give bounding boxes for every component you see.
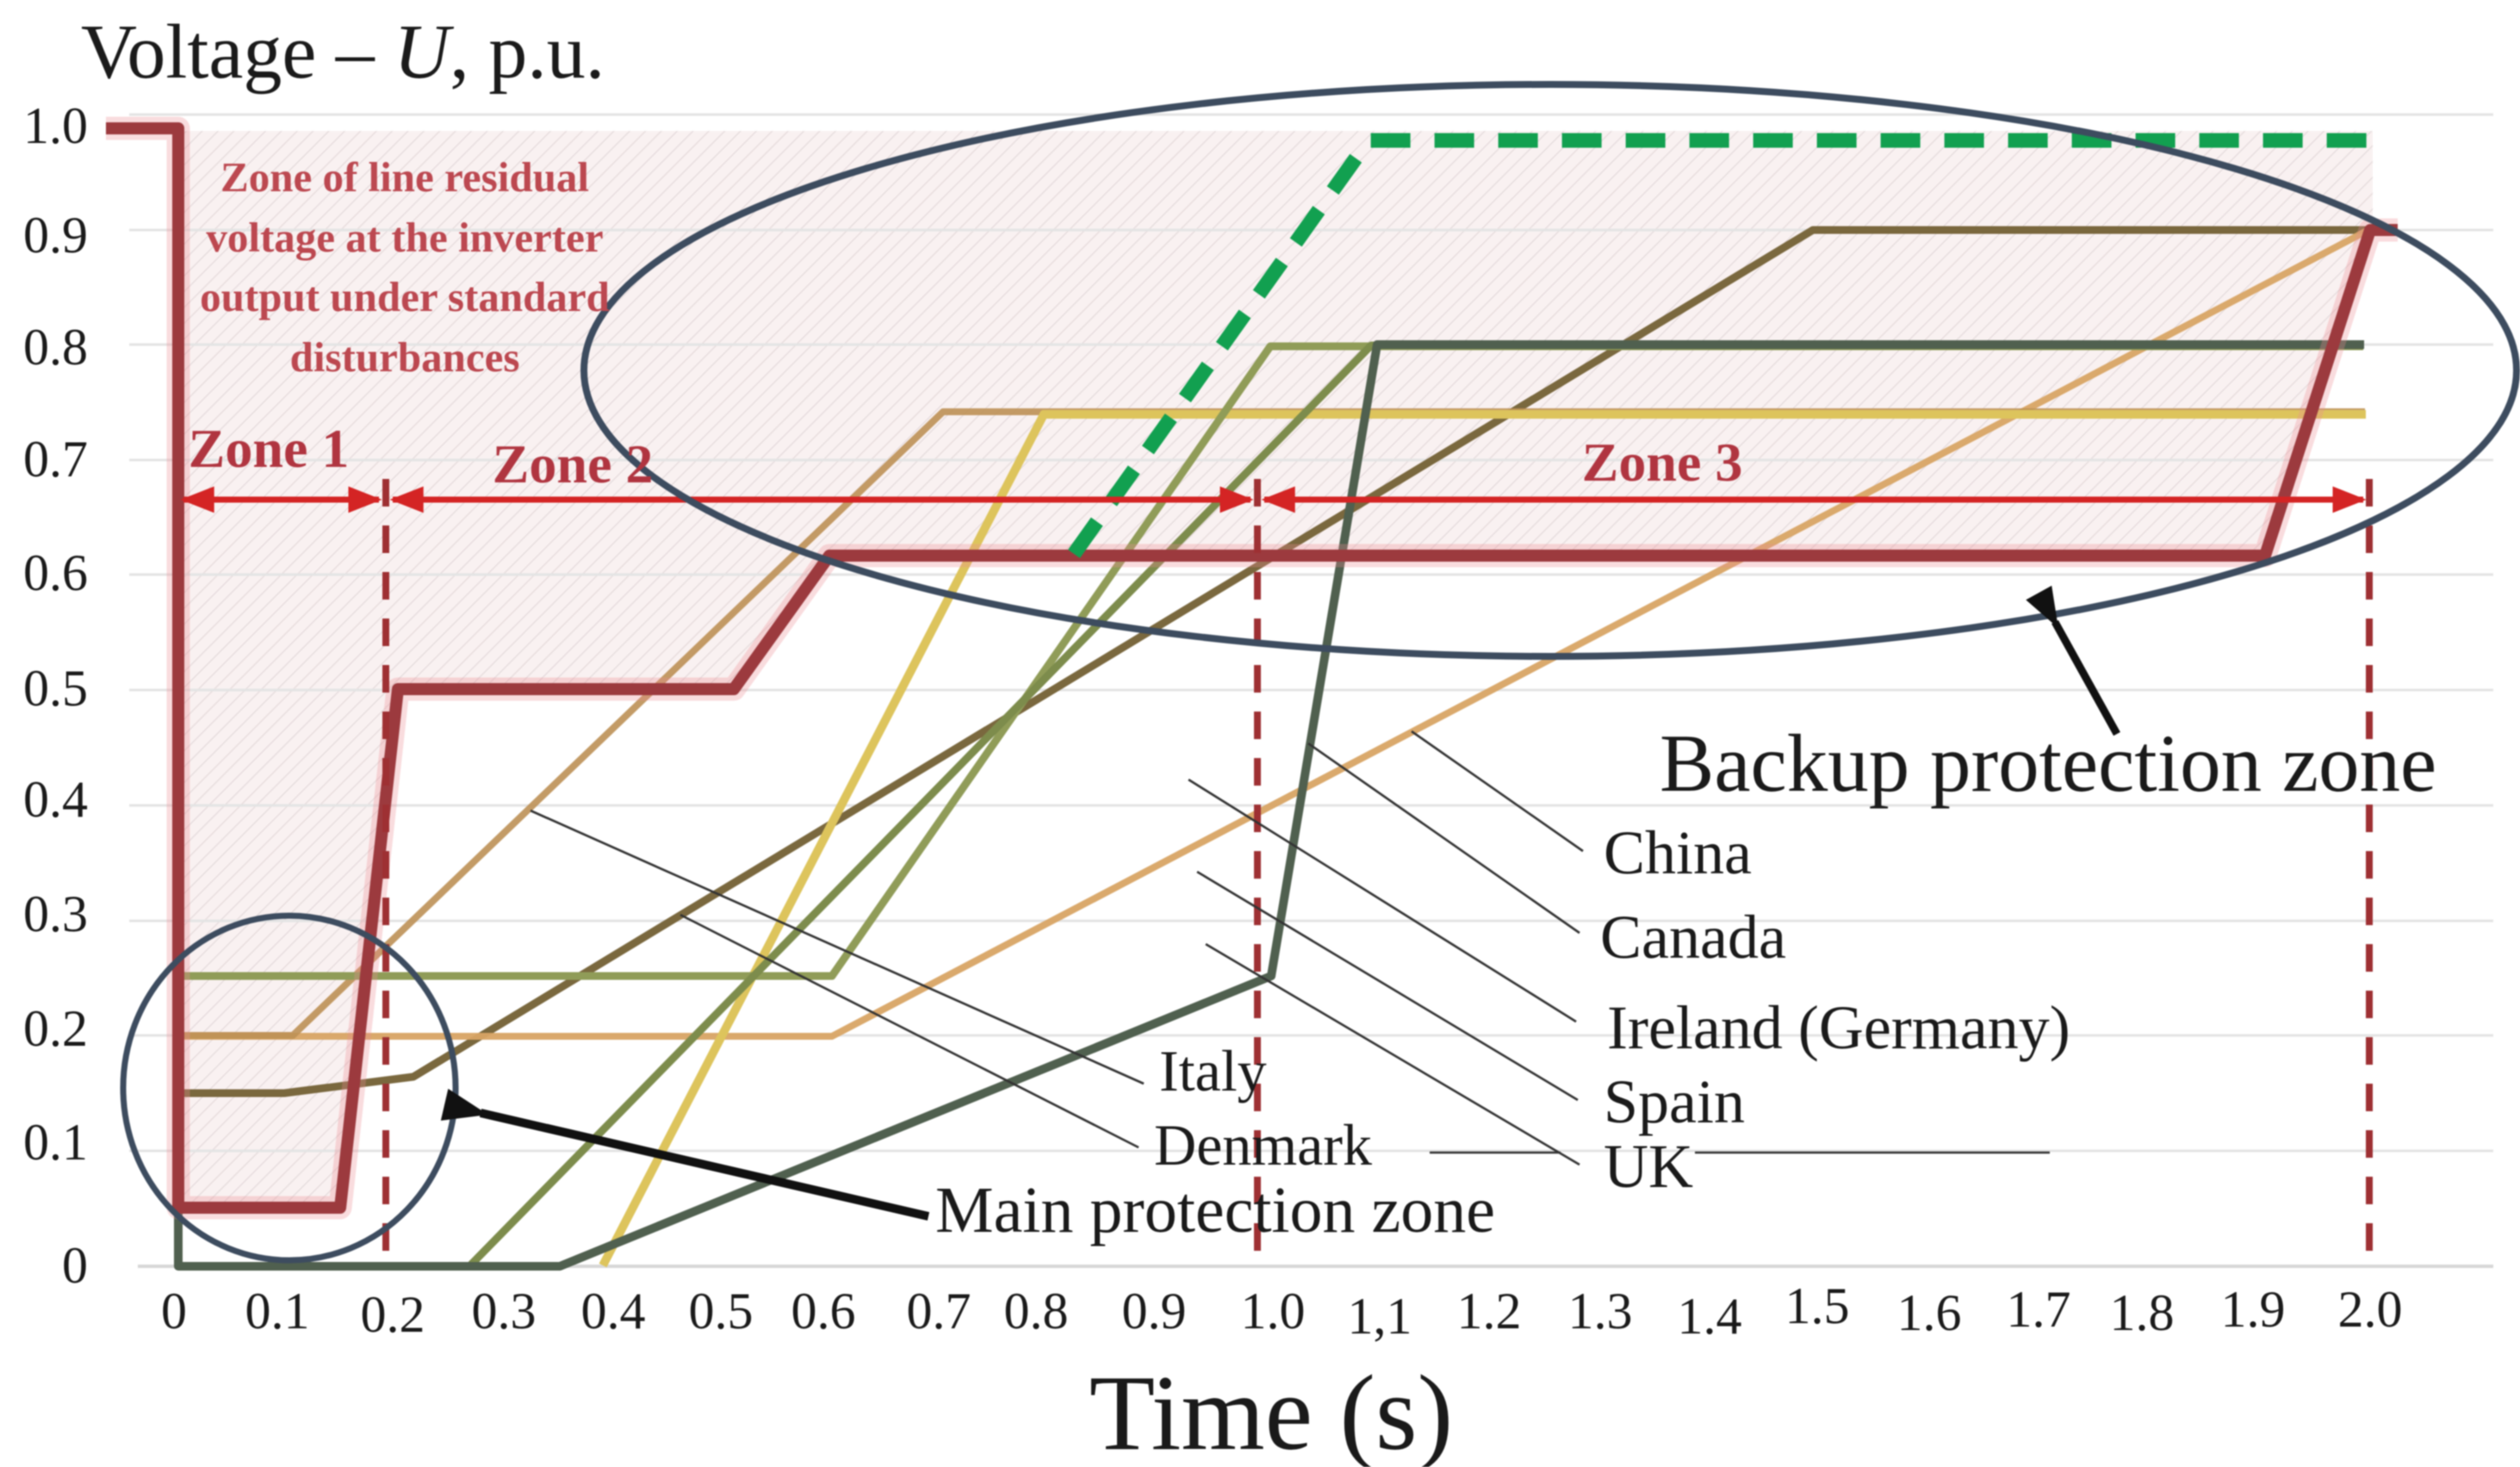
svg-text:1.8: 1.8 bbox=[2110, 1284, 2175, 1341]
svg-text:0.2: 0.2 bbox=[23, 1000, 88, 1057]
svg-text:0.7: 0.7 bbox=[907, 1283, 971, 1340]
svg-text:1.6: 1.6 bbox=[1897, 1284, 1962, 1341]
svg-text:0.3: 0.3 bbox=[472, 1283, 537, 1340]
svg-text:1.0: 1.0 bbox=[23, 97, 88, 154]
svg-text:Italy: Italy bbox=[1159, 1038, 1267, 1103]
svg-text:Backup protection zone: Backup protection zone bbox=[1660, 718, 2436, 809]
svg-text:0.4: 0.4 bbox=[23, 771, 88, 828]
svg-text:Zone of line residual: Zone of line residual bbox=[220, 153, 589, 201]
svg-text:1.0: 1.0 bbox=[1241, 1283, 1306, 1340]
svg-text:output under standard: output under standard bbox=[200, 273, 610, 320]
svg-text:Zone 1: Zone 1 bbox=[189, 418, 350, 479]
svg-text:Ireland (Germany): Ireland (Germany) bbox=[1607, 993, 2070, 1062]
svg-text:1.7: 1.7 bbox=[2007, 1281, 2071, 1338]
svg-text:China: China bbox=[1604, 818, 1752, 887]
svg-text:0.4: 0.4 bbox=[581, 1283, 646, 1340]
svg-text:Main protection zone: Main protection zone bbox=[935, 1174, 1495, 1246]
svg-text:0.9: 0.9 bbox=[1122, 1283, 1187, 1340]
svg-text:0.5: 0.5 bbox=[689, 1283, 754, 1340]
svg-text:Spain: Spain bbox=[1604, 1067, 1745, 1136]
svg-text:0.8: 0.8 bbox=[1004, 1283, 1069, 1340]
svg-text:Voltage – U, p.u.: Voltage – U, p.u. bbox=[81, 9, 605, 95]
svg-text:0.7: 0.7 bbox=[23, 431, 88, 488]
svg-text:0.1: 0.1 bbox=[23, 1114, 88, 1171]
svg-text:disturbances: disturbances bbox=[290, 333, 520, 381]
svg-text:0: 0 bbox=[161, 1283, 187, 1340]
svg-text:Time (s): Time (s) bbox=[1089, 1354, 1454, 1467]
svg-text:2.0: 2.0 bbox=[2338, 1281, 2403, 1338]
svg-text:Canada: Canada bbox=[1600, 903, 1786, 972]
svg-text:1.2: 1.2 bbox=[1457, 1283, 1522, 1340]
svg-text:0.8: 0.8 bbox=[23, 319, 88, 376]
svg-text:0.3: 0.3 bbox=[23, 886, 88, 942]
svg-text:0.9: 0.9 bbox=[23, 207, 88, 264]
svg-text:voltage at the inverter: voltage at the inverter bbox=[206, 214, 603, 261]
svg-text:1.5: 1.5 bbox=[1785, 1277, 1850, 1334]
svg-text:1,1: 1,1 bbox=[1348, 1288, 1412, 1345]
svg-text:0.5: 0.5 bbox=[23, 660, 88, 717]
svg-text:0.6: 0.6 bbox=[23, 544, 88, 601]
svg-text:0.2: 0.2 bbox=[361, 1286, 425, 1343]
svg-text:1.3: 1.3 bbox=[1568, 1283, 1633, 1340]
svg-text:Zone 2: Zone 2 bbox=[493, 433, 654, 494]
svg-text:0.6: 0.6 bbox=[791, 1283, 856, 1340]
svg-text:UK: UK bbox=[1604, 1132, 1693, 1201]
svg-text:Zone 3: Zone 3 bbox=[1582, 432, 1743, 493]
svg-text:1.9: 1.9 bbox=[2221, 1281, 2286, 1338]
svg-text:0: 0 bbox=[62, 1237, 88, 1294]
svg-text:0.1: 0.1 bbox=[245, 1283, 310, 1340]
svg-text:Denmark: Denmark bbox=[1154, 1112, 1372, 1178]
svg-text:1.4: 1.4 bbox=[1678, 1288, 1742, 1345]
